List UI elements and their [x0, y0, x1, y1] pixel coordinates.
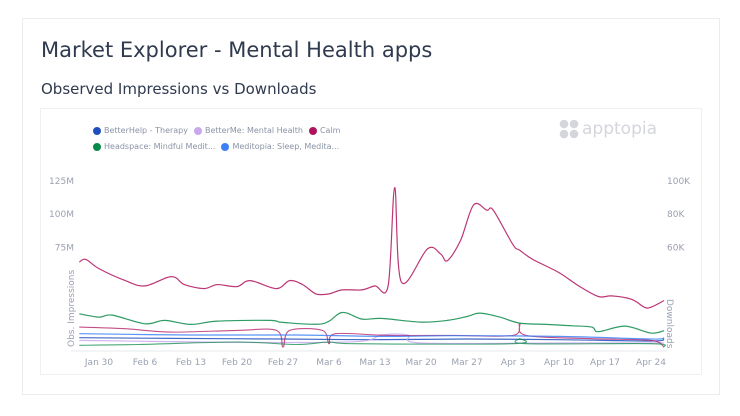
legend-label: Headspace: Mindful Medit... [104, 142, 216, 151]
legend-dot-icon [194, 127, 202, 135]
chart-panel: Jan 30 Feb 6 Feb 13 Feb 20 Feb 27 Mar 6 Mar 13… [40, 108, 702, 375]
apptopia-logo: apptopia [559, 119, 657, 139]
legend-dot-icon [308, 127, 317, 135]
x-tick-label: Apr 17 [590, 358, 620, 368]
line-chart: Jan 30 Feb 6 Feb 13 Feb 20 Feb 27 Mar 6 Mar 13… [49, 177, 691, 368]
y-left-tick-label: 75M [55, 243, 74, 253]
legend-item-headspace-mindful-medit[interactable]: Headspace: Mindful Medit... [93, 140, 215, 154]
y-right-tick-label: 60K [667, 243, 685, 253]
legend-dot-icon [221, 143, 230, 151]
y-left-tick-label: 125M [49, 177, 74, 187]
x-tick-label: Jan 30 [84, 358, 113, 368]
x-tick-label: Feb 20 [222, 358, 253, 368]
legend-item-meditopia-sleep-medita[interactable]: Meditopia: Sleep, Medita... [221, 140, 339, 154]
legend-label: BetterHelp - Therapy [104, 126, 188, 135]
x-tick-label: Feb 6 [133, 358, 158, 368]
x-tick-label: Apr 24 [636, 358, 666, 368]
chart-legend: BetterHelp - Therapy BetterMe: Mental Hea… [93, 124, 473, 156]
apptopia-logo-icon [559, 119, 579, 139]
legend-item-calm[interactable]: Calm [308, 124, 341, 138]
legend-dot-icon [93, 127, 101, 135]
legend-item-betterhelp-therapy[interactable]: BetterHelp - Therapy [93, 124, 188, 138]
series-line-headspace-mindful-medit-downloads [79, 338, 666, 348]
x-tick-label: Apr 3 [501, 358, 525, 368]
legend-label: Meditopia: Sleep, Medita... [232, 142, 340, 151]
series-line-headspace-mindful-medit-impressions [79, 311, 665, 334]
x-tick-label: Feb 27 [268, 358, 298, 368]
x-tick-label: Mar 20 [405, 358, 437, 368]
x-tick-label: Mar 13 [359, 358, 390, 368]
y-left-axis-title: Obs. Impressions [67, 270, 77, 347]
legend-dot-icon [93, 143, 101, 151]
y-right-tick-label: 100K [667, 177, 691, 187]
chart-subtitle: Observed Impressions vs Downloads [41, 80, 317, 98]
x-tick-label: Mar 6 [316, 358, 342, 368]
page-title: Market Explorer - Mental Health apps [41, 38, 433, 62]
y-left-tick-label: 100M [49, 210, 74, 220]
series-line-meditopia-sleep-medita-impressions [79, 333, 665, 340]
dashboard-card [22, 18, 720, 395]
series-line-calm-impressions [78, 186, 665, 309]
legend-label: Calm [319, 126, 341, 135]
x-tick-label: Mar 27 [451, 358, 482, 368]
x-tick-label: Feb 13 [176, 358, 206, 368]
legend-item-betterme-mental-health[interactable]: BetterMe: Mental Health [194, 124, 303, 138]
y-right-axis-title: Downloads [664, 299, 674, 349]
legend-label: BetterMe: Mental Health [205, 126, 303, 135]
x-tick-label: Apr 10 [544, 358, 574, 368]
logo-text: apptopia [582, 119, 657, 139]
y-right-tick-label: 80K [667, 210, 685, 220]
